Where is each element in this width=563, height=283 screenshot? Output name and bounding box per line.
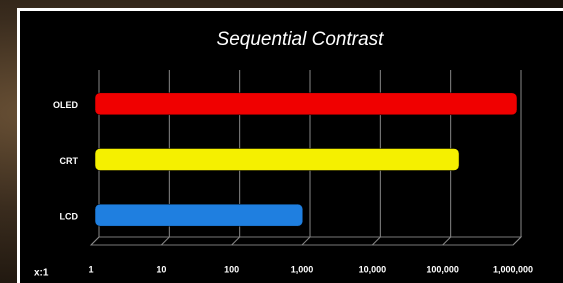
x-tick-label: 100,000 — [426, 264, 459, 274]
bar — [95, 204, 303, 226]
x-tick-label: 10,000 — [359, 264, 387, 274]
y-tick-label: OLED — [53, 100, 79, 110]
x-tick-label: 100 — [224, 264, 239, 274]
grid-line-floor — [372, 237, 380, 245]
x-tick-label: 1,000 — [291, 264, 314, 274]
x-tick-label: 1 — [88, 264, 93, 274]
x-tick-label: 1,000,000 — [493, 264, 533, 274]
y-tick-label: LCD — [60, 212, 79, 222]
grid-line-floor — [513, 237, 521, 245]
bar — [95, 93, 517, 115]
x-axis-label: x:1 — [34, 268, 49, 279]
y-tick-label: CRT — [60, 156, 79, 166]
x-tick-label: 10 — [156, 264, 166, 274]
bar — [95, 149, 459, 171]
grid-line-floor — [91, 237, 99, 245]
grid-line-floor — [302, 237, 310, 245]
chart-title: Sequential Contrast — [217, 29, 385, 50]
grid-line-floor — [161, 237, 169, 245]
grid-line-floor — [232, 237, 240, 245]
page: {"chart_data": {"type": "bar", "orientat… — [0, 0, 563, 283]
chart: Sequential Contrast x:1 1 10 100 1,000 10,00… — [0, 0, 563, 283]
grid-line-floor — [443, 237, 451, 245]
